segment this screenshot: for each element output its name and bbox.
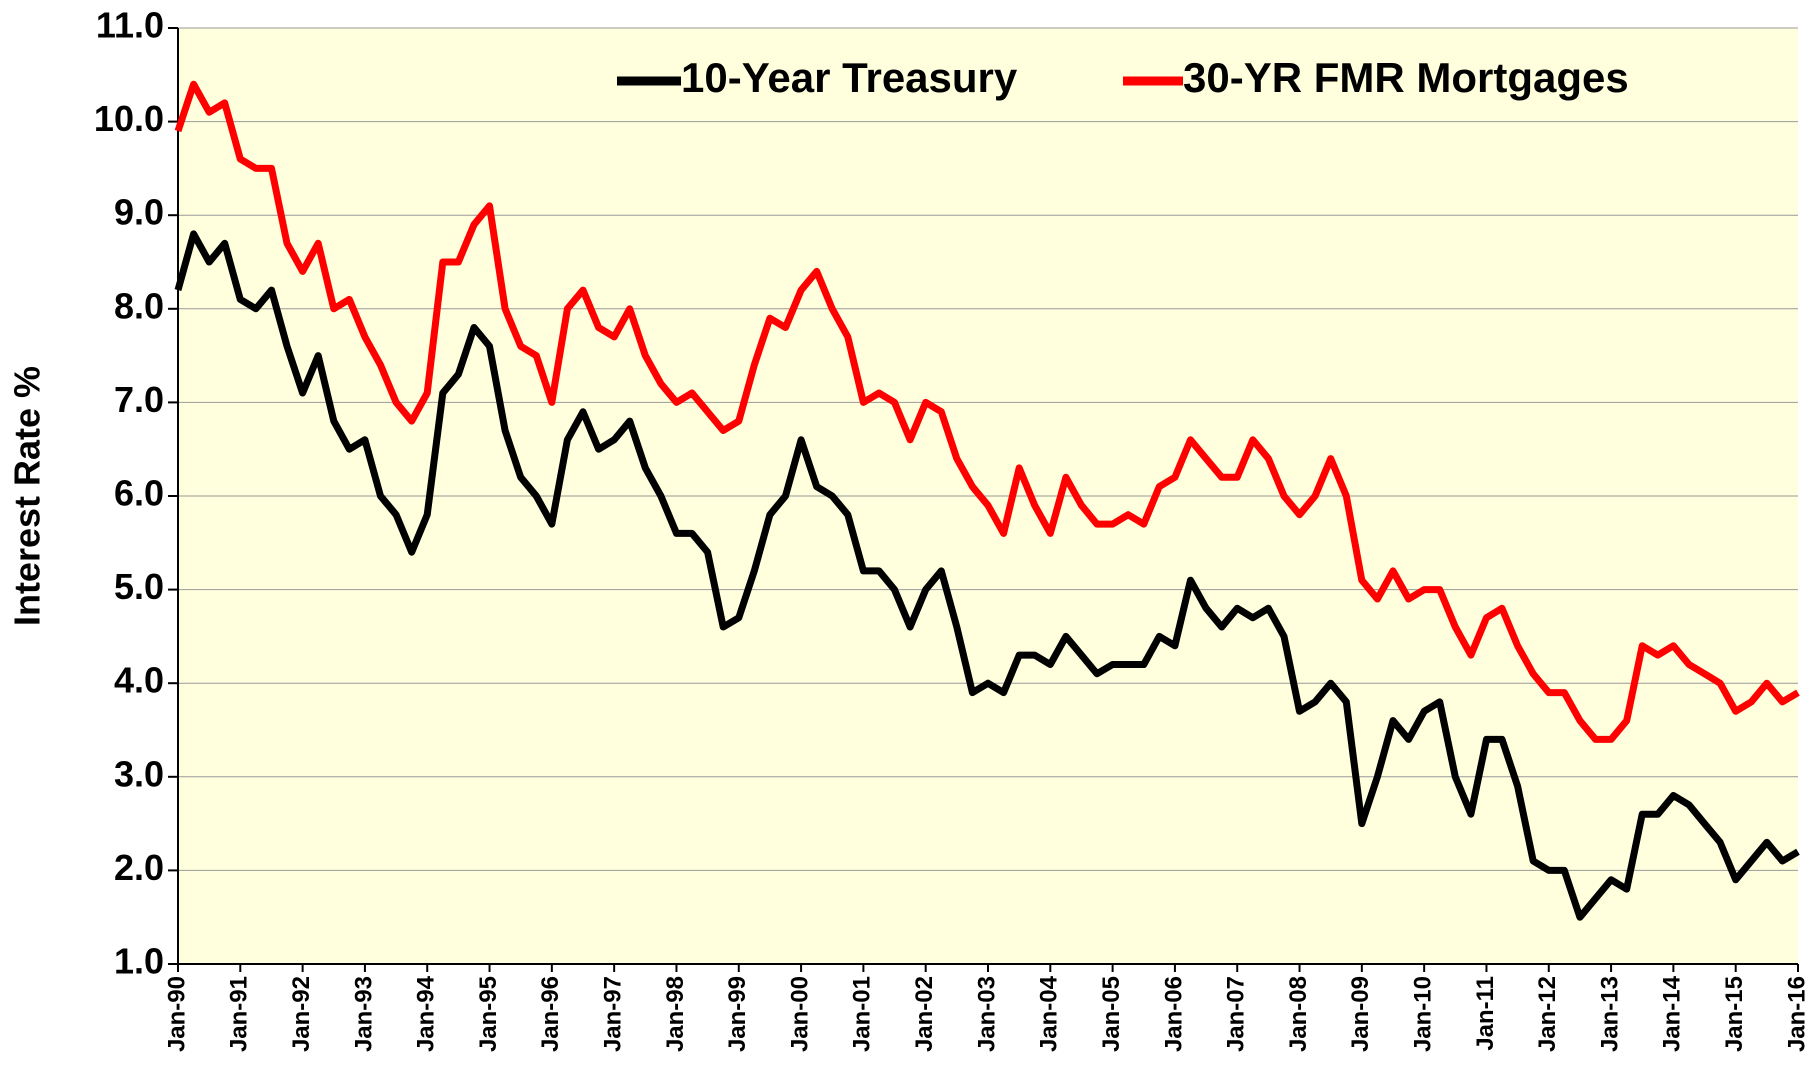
x-tick-label: Jan-97 [599,976,626,1052]
series-line [174,80,1800,743]
x-tick-label: Jan-16 [1783,976,1810,1052]
x-tick-label: Jan-96 [537,976,564,1052]
x-tick-label: Jan-09 [1347,976,1374,1052]
y-tick-label: 8.0 [114,285,164,326]
x-tick-label: Jan-90 [163,976,190,1052]
x-tick-label: Jan-12 [1534,976,1561,1052]
y-tick-label: 7.0 [114,379,164,420]
y-tick-label: 11.0 [96,5,164,46]
x-tick-label: Jan-05 [1098,976,1125,1052]
x-tick-label: Jan-08 [1285,976,1312,1052]
legend-label: 10-Year Treasury [681,54,1018,101]
y-tick-label: 6.0 [114,473,164,514]
x-tick-label: Jan-11 [1472,976,1499,1051]
x-tick-label: Jan-00 [786,976,813,1052]
x-tick-label: Jan-01 [849,976,876,1052]
x-tick-label: Jan-98 [662,976,689,1052]
x-tick-label: Jan-92 [288,976,315,1052]
x-tick-label: Jan-04 [1036,975,1063,1052]
x-tick-label: Jan-03 [973,976,1000,1052]
y-tick-label: 10.0 [94,98,164,139]
x-tick-label: Jan-95 [475,976,502,1052]
y-tick-label: 9.0 [114,192,164,233]
y-tick-label: 2.0 [114,847,164,888]
x-tick-label: Jan-02 [911,976,938,1052]
series-line [174,230,1800,921]
y-tick-label: 1.0 [114,941,164,982]
x-tick-label: Jan-94 [413,975,440,1052]
x-tick-label: Jan-99 [724,976,751,1052]
x-tick-label: Jan-13 [1596,976,1623,1052]
y-tick-label: 5.0 [114,566,164,607]
x-tick-label: Jan-10 [1409,976,1436,1052]
legend-label: 30-YR FMR Mortgages [1183,54,1629,101]
x-tick-label: Jan-15 [1721,976,1748,1052]
y-tick-label: 4.0 [114,660,164,701]
x-tick-label: Jan-91 [226,976,253,1052]
x-tick-label: Jan-06 [1160,976,1187,1052]
x-tick-label: Jan-14 [1659,975,1686,1052]
y-axis-label: Interest Rate % [7,366,48,626]
x-tick-label: Jan-07 [1223,976,1250,1052]
x-tick-label: Jan-93 [350,976,377,1052]
y-tick-label: 3.0 [114,753,164,794]
